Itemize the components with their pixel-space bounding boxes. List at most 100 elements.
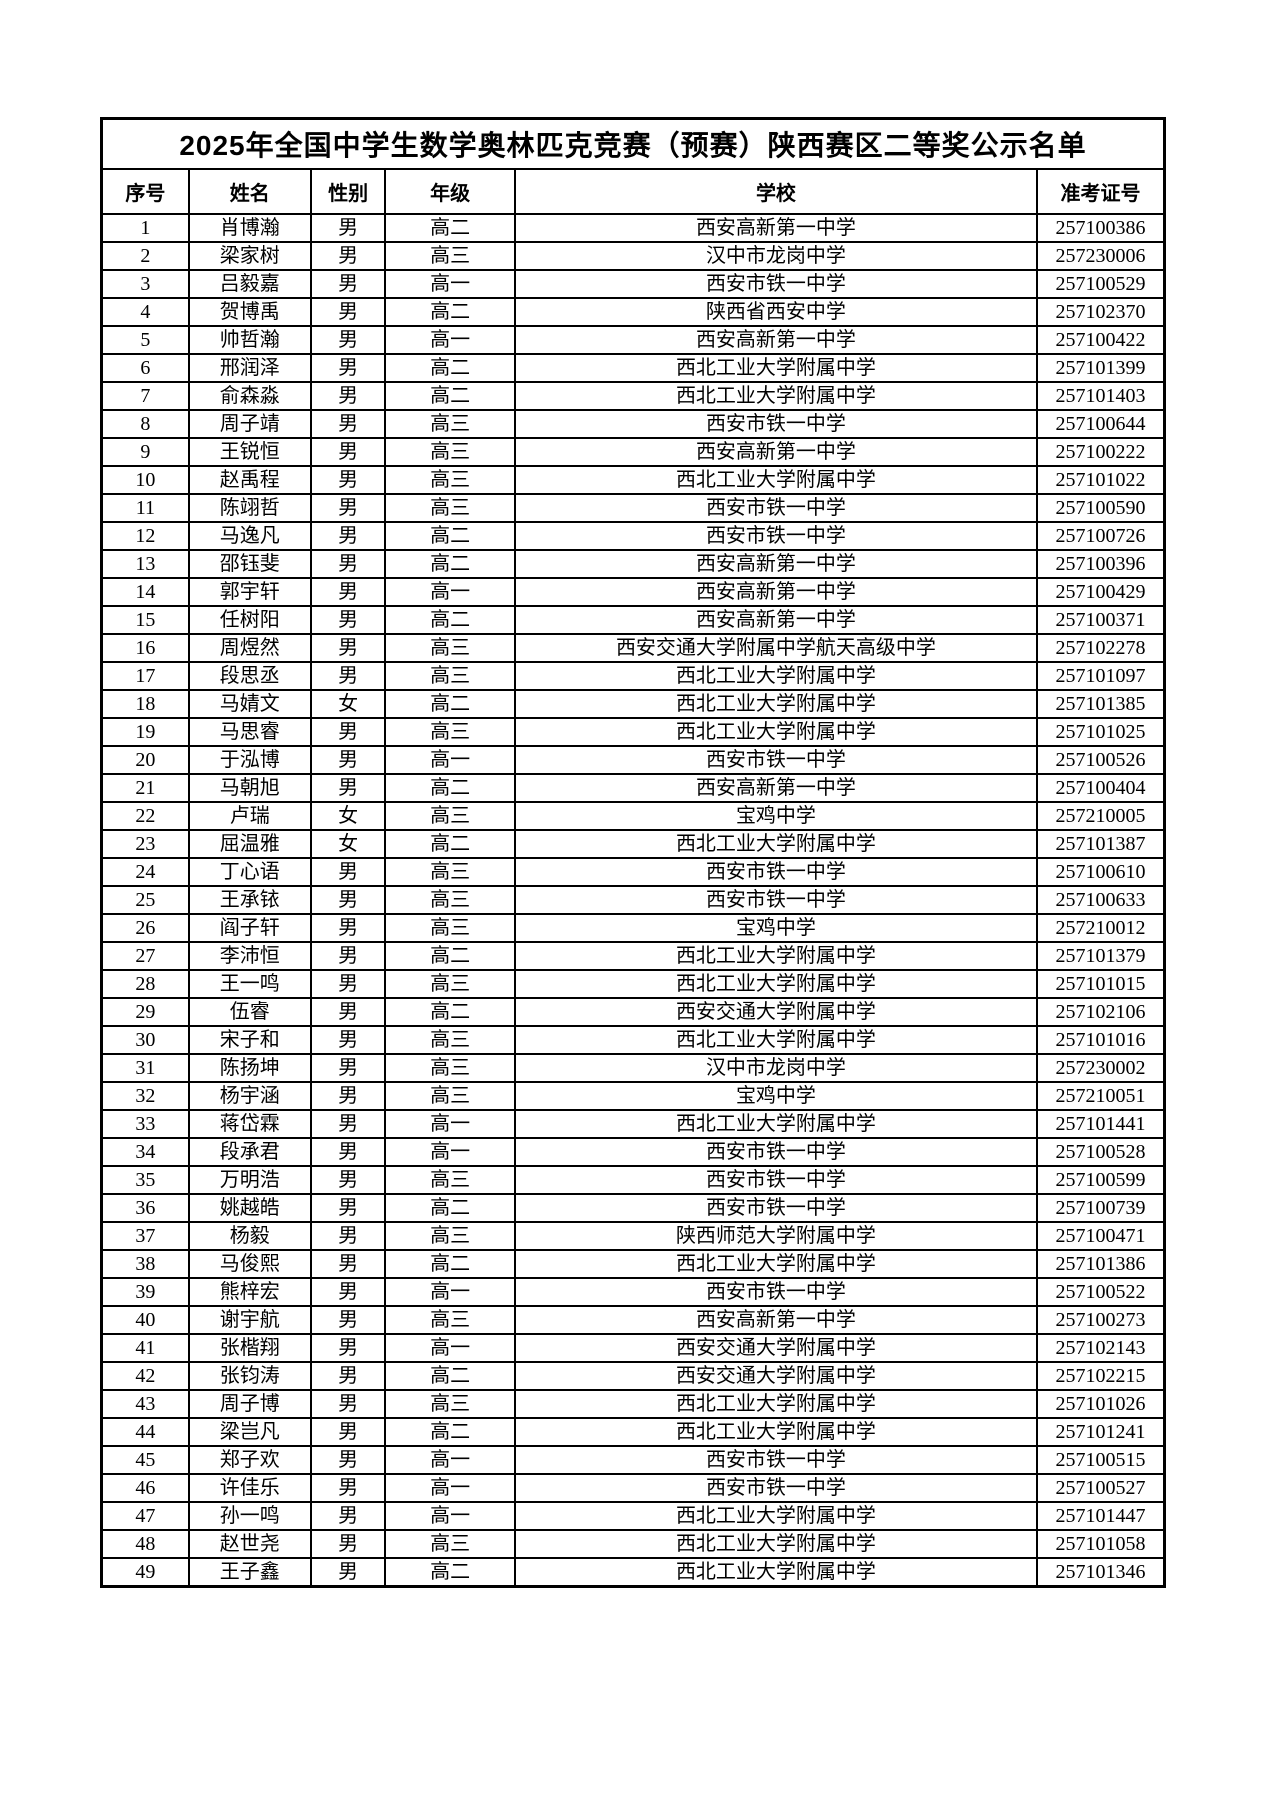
cell-name: 杨毅 bbox=[187, 1221, 312, 1251]
cell-number: 47 bbox=[100, 1501, 190, 1531]
cell-exam-id: 257100644 bbox=[1035, 409, 1166, 439]
cell-number: 27 bbox=[100, 941, 190, 971]
cell-gender: 男 bbox=[309, 913, 387, 943]
cell-name: 段思丞 bbox=[187, 661, 312, 691]
cell-exam-id: 257101379 bbox=[1035, 941, 1166, 971]
cell-gender: 男 bbox=[309, 1053, 387, 1083]
cell-school: 西北工业大学附属中学 bbox=[513, 1529, 1038, 1559]
cell-gender: 男 bbox=[309, 353, 387, 383]
cell-exam-id: 257101403 bbox=[1035, 381, 1166, 411]
cell-school: 宝鸡中学 bbox=[513, 801, 1038, 831]
cell-exam-id: 257101022 bbox=[1035, 465, 1166, 495]
cell-name: 梁岂凡 bbox=[187, 1417, 312, 1447]
cell-exam-id: 257101058 bbox=[1035, 1529, 1166, 1559]
cell-name: 肖博瀚 bbox=[187, 213, 312, 243]
cell-number: 6 bbox=[100, 353, 190, 383]
cell-gender: 男 bbox=[309, 1109, 387, 1139]
cell-gender: 男 bbox=[309, 997, 387, 1027]
cell-exam-id: 257100429 bbox=[1035, 577, 1166, 607]
cell-gender: 男 bbox=[309, 1249, 387, 1279]
cell-name: 李沛恒 bbox=[187, 941, 312, 971]
cell-school: 西北工业大学附属中学 bbox=[513, 1249, 1038, 1279]
cell-school: 西安市铁一中学 bbox=[513, 1277, 1038, 1307]
cell-exam-id: 257101016 bbox=[1035, 1025, 1166, 1055]
cell-gender: 男 bbox=[309, 773, 387, 803]
cell-exam-id: 257101399 bbox=[1035, 353, 1166, 383]
cell-grade: 高二 bbox=[384, 773, 516, 803]
table-row: 14 郭宇轩男高一 西安高新第一中学 257100429 bbox=[100, 577, 1166, 607]
cell-name: 邢润泽 bbox=[187, 353, 312, 383]
cell-gender: 女 bbox=[309, 801, 387, 831]
cell-grade: 高三 bbox=[384, 1025, 516, 1055]
cell-gender: 男 bbox=[309, 941, 387, 971]
cell-name: 张钧涛 bbox=[187, 1361, 312, 1391]
cell-name: 王承铱 bbox=[187, 885, 312, 915]
cell-number: 45 bbox=[100, 1445, 190, 1475]
cell-name: 俞森淼 bbox=[187, 381, 312, 411]
cell-grade: 高二 bbox=[384, 829, 516, 859]
cell-number: 42 bbox=[100, 1361, 190, 1391]
cell-number: 19 bbox=[100, 717, 190, 747]
cell-grade: 高一 bbox=[384, 745, 516, 775]
cell-school: 西北工业大学附属中学 bbox=[513, 1557, 1038, 1588]
cell-name: 丁心语 bbox=[187, 857, 312, 887]
cell-exam-id: 257100273 bbox=[1035, 1305, 1166, 1335]
cell-gender: 男 bbox=[309, 1277, 387, 1307]
cell-number: 46 bbox=[100, 1473, 190, 1503]
cell-exam-id: 257100529 bbox=[1035, 269, 1166, 299]
cell-grade: 高三 bbox=[384, 913, 516, 943]
cell-number: 5 bbox=[100, 325, 190, 355]
cell-gender: 男 bbox=[309, 1221, 387, 1251]
cell-gender: 男 bbox=[309, 1333, 387, 1363]
cell-exam-id: 257100396 bbox=[1035, 549, 1166, 579]
cell-grade: 高三 bbox=[384, 437, 516, 467]
cell-grade: 高三 bbox=[384, 1221, 516, 1251]
cell-name: 于泓博 bbox=[187, 745, 312, 775]
cell-school: 西安高新第一中学 bbox=[513, 213, 1038, 243]
table-row: 16 周煜然男高三 西安交通大学附属中学航天高级中学 257102278 bbox=[100, 633, 1166, 663]
cell-number: 28 bbox=[100, 969, 190, 999]
cell-school: 西安高新第一中学 bbox=[513, 1305, 1038, 1335]
column-header-name: 姓名 bbox=[187, 168, 312, 215]
table-row: 19 马思睿男高三 西北工业大学附属中学 257101025 bbox=[100, 717, 1166, 747]
cell-number: 11 bbox=[100, 493, 190, 523]
table-row: 7 俞森淼男高二 西北工业大学附属中学 257101403 bbox=[100, 381, 1166, 411]
cell-name: 熊梓宏 bbox=[187, 1277, 312, 1307]
table-row: 8 周子靖男高三 西安市铁一中学 257100644 bbox=[100, 409, 1166, 439]
cell-name: 周子博 bbox=[187, 1389, 312, 1419]
cell-exam-id: 257100422 bbox=[1035, 325, 1166, 355]
cell-number: 22 bbox=[100, 801, 190, 831]
cell-number: 12 bbox=[100, 521, 190, 551]
cell-exam-id: 257100386 bbox=[1035, 213, 1166, 243]
table-row: 41 张楷翔男高一 西安交通大学附属中学 257102143 bbox=[100, 1333, 1166, 1363]
cell-gender: 男 bbox=[309, 885, 387, 915]
cell-school: 西安市铁一中学 bbox=[513, 1193, 1038, 1223]
cell-exam-id: 257101026 bbox=[1035, 1389, 1166, 1419]
cell-number: 3 bbox=[100, 269, 190, 299]
cell-school: 西安市铁一中学 bbox=[513, 409, 1038, 439]
cell-number: 9 bbox=[100, 437, 190, 467]
table-row: 42 张钧涛男高二 西安交通大学附属中学 257102215 bbox=[100, 1361, 1166, 1391]
table-row: 32 杨宇涵男高三 宝鸡中学 257210051 bbox=[100, 1081, 1166, 1111]
cell-grade: 高三 bbox=[384, 885, 516, 915]
cell-number: 7 bbox=[100, 381, 190, 411]
cell-school: 西安市铁一中学 bbox=[513, 1445, 1038, 1475]
cell-grade: 高三 bbox=[384, 1529, 516, 1559]
table-row: 23 屈温雅女高二 西北工业大学附属中学 257101387 bbox=[100, 829, 1166, 859]
cell-number: 24 bbox=[100, 857, 190, 887]
cell-name: 周煜然 bbox=[187, 633, 312, 663]
table-row: 46 许佳乐男高一 西安市铁一中学 257100527 bbox=[100, 1473, 1166, 1503]
cell-name: 王一鸣 bbox=[187, 969, 312, 999]
table-row: 11 陈翊哲男高三 西安市铁一中学 257100590 bbox=[100, 493, 1166, 523]
cell-exam-id: 257101097 bbox=[1035, 661, 1166, 691]
cell-name: 马朝旭 bbox=[187, 773, 312, 803]
cell-gender: 男 bbox=[309, 1361, 387, 1391]
cell-gender: 男 bbox=[309, 605, 387, 635]
cell-grade: 高二 bbox=[384, 1193, 516, 1223]
cell-exam-id: 257230002 bbox=[1035, 1053, 1166, 1083]
cell-grade: 高一 bbox=[384, 1277, 516, 1307]
cell-exam-id: 257100222 bbox=[1035, 437, 1166, 467]
cell-school: 西安交通大学附属中学 bbox=[513, 1361, 1038, 1391]
cell-grade: 高三 bbox=[384, 717, 516, 747]
cell-grade: 高二 bbox=[384, 381, 516, 411]
